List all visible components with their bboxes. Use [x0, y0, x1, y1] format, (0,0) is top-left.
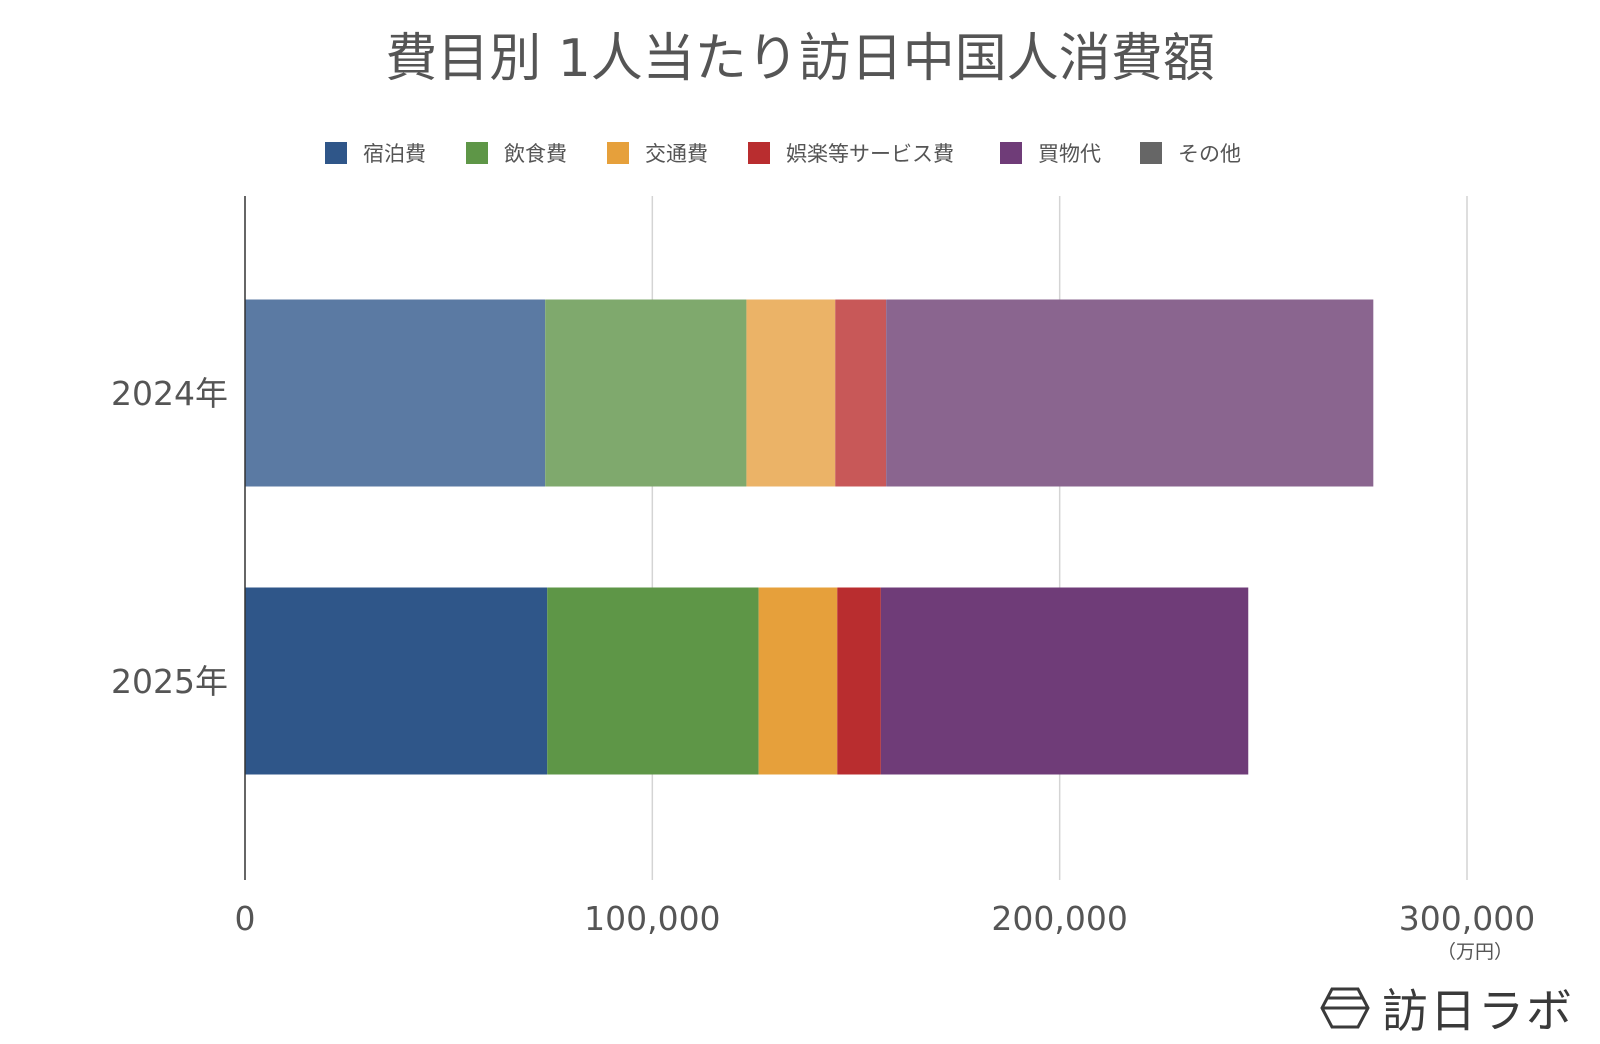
bar-segment [245, 299, 546, 487]
legend-swatch [325, 142, 347, 164]
grid-lines [651, 196, 1468, 880]
legend-item: 飲食費 [466, 142, 567, 166]
bar-segment [758, 587, 838, 775]
legend-swatch [748, 142, 770, 164]
x-tick-label: 300,000 [1399, 899, 1535, 938]
x-tick-label: 100,000 [584, 899, 720, 938]
axes-group: 0 100,000 200,000 300,000 2024年 2025年 [111, 196, 1535, 938]
legend-swatch [1140, 142, 1162, 164]
x-tick-label: 200,000 [991, 899, 1127, 938]
bar-segment [880, 587, 1249, 775]
legend-swatch [466, 142, 488, 164]
legend-label: 宿泊費 [363, 142, 426, 166]
legend-item: 娯楽等サービス費 [748, 142, 954, 166]
brand-logo: 訪日ラボ [1320, 978, 1574, 1038]
legend-label: 飲食費 [504, 142, 567, 166]
x-axis-unit-label: （万円） [1437, 941, 1513, 963]
legend-label: 交通費 [645, 142, 708, 166]
bar-segment [886, 299, 1374, 487]
bar-segment [835, 299, 887, 487]
bar-segment [837, 587, 881, 775]
bar-segment [545, 299, 747, 487]
bar-segment [547, 587, 759, 775]
legend-swatch [607, 142, 629, 164]
legend-item: 宿泊費 [325, 142, 426, 166]
legend-swatch [1000, 142, 1022, 164]
bars-group [245, 299, 1374, 775]
hexagon-logo-icon [1320, 987, 1370, 1029]
y-category-label: 2024年 [111, 374, 228, 413]
legend-item: 買物代 [1000, 142, 1101, 166]
legend-item: その他 [1140, 142, 1241, 166]
bar-segment [245, 587, 548, 775]
y-category-label: 2025年 [111, 662, 228, 701]
chart-legend: 宿泊費 飲食費 交通費 娯楽等サービス費 買物代 その他 [325, 142, 1241, 166]
x-tick-label: 0 [235, 899, 256, 938]
legend-label: 買物代 [1038, 142, 1101, 166]
logo-text: 訪日ラボ [1382, 984, 1574, 1038]
legend-label: その他 [1178, 142, 1241, 166]
chart-title: 費目別 1人当たり訪日中国人消費額 [385, 29, 1215, 89]
bar-segment [746, 299, 836, 487]
legend-item: 交通費 [607, 142, 708, 166]
legend-label: 娯楽等サービス費 [786, 142, 954, 166]
